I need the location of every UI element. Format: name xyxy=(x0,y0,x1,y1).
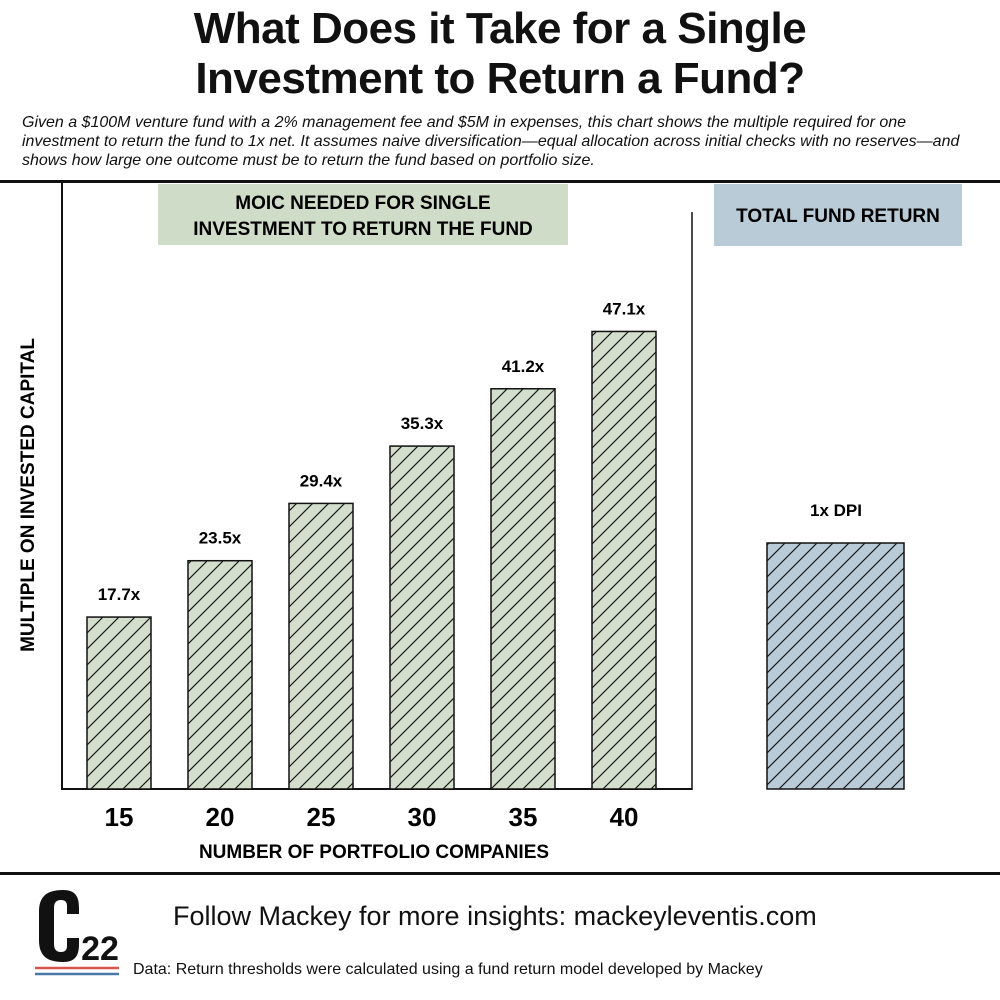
bar-hatch-40 xyxy=(592,331,656,789)
data-label-15: 17.7x xyxy=(98,585,141,604)
fund-title-box xyxy=(714,184,962,246)
x-tick-25: 25 xyxy=(307,802,336,832)
data-label-30: 35.3x xyxy=(401,414,444,433)
x-tick-20: 20 xyxy=(206,802,235,832)
source-note: Data: Return thresholds were calculated … xyxy=(133,961,763,978)
fund-return-label: 1x DPI xyxy=(810,501,862,520)
title-line-1: What Does it Take for a Single xyxy=(193,4,807,53)
chart-title: What Does it Take for a Single Investmen… xyxy=(0,4,1000,104)
x-tick-30: 30 xyxy=(408,802,437,832)
x-axis-label: NUMBER OF PORTFOLIO COMPANIES xyxy=(199,842,549,863)
moic-title-line-1: MOIC NEEDED FOR SINGLE xyxy=(235,193,490,214)
x-tick-40: 40 xyxy=(610,802,639,832)
bar-hatch-25 xyxy=(289,503,353,789)
fund-return-bar-hatch xyxy=(767,543,904,789)
data-label-25: 29.4x xyxy=(300,471,343,490)
c22-logo: 22 xyxy=(35,890,119,976)
data-label-40: 47.1x xyxy=(603,299,646,318)
bar-hatch-30 xyxy=(390,446,454,789)
logo-number: 22 xyxy=(81,930,119,968)
chart-area: MULTIPLE ON INVESTED CAPITAL MOIC NEEDED… xyxy=(18,183,962,863)
fund-title: TOTAL FUND RETURN xyxy=(736,206,940,227)
top-divider xyxy=(0,180,1000,183)
data-label-35: 41.2x xyxy=(502,357,545,376)
bar-hatch-35 xyxy=(491,388,555,789)
y-axis-label: MULTIPLE ON INVESTED CAPITAL xyxy=(18,338,39,652)
bar-hatch-15 xyxy=(87,617,151,789)
footer-divider xyxy=(0,872,1000,875)
title-line-2: Investment to Return a Fund? xyxy=(195,54,805,103)
logo-c-mark xyxy=(39,890,79,962)
x-tick-35: 35 xyxy=(509,802,538,832)
moic-title-line-2: INVESTMENT TO RETURN THE FUND xyxy=(193,219,533,240)
bar-hatch-20 xyxy=(188,560,252,789)
x-tick-15: 15 xyxy=(105,802,134,832)
moic-title-box xyxy=(158,184,568,245)
follow-text: Follow Mackey for more insights: mackeyl… xyxy=(173,901,817,931)
chart-subtitle: Given a $100M venture fund with a 2% man… xyxy=(22,114,960,169)
data-label-20: 23.5x xyxy=(199,529,242,548)
